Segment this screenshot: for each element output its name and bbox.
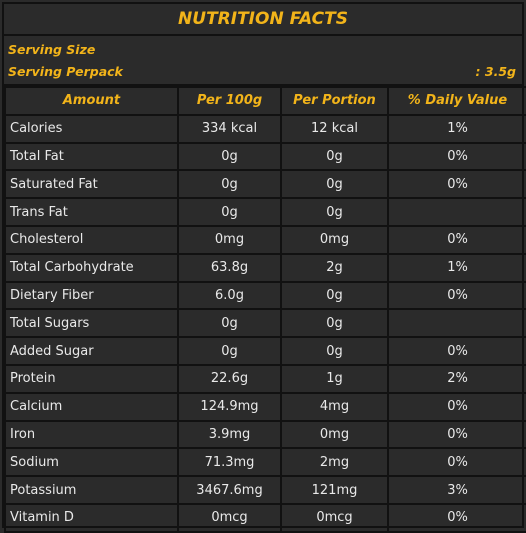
per-100g-value: 0g <box>177 197 282 227</box>
nutrient-name: Dietary Fiber <box>4 280 179 311</box>
per-portion-value: 4mg <box>280 391 389 422</box>
table-row: Sodium 71.3mg 2mg 0% <box>4 447 526 478</box>
per-portion-value: 2mg <box>280 447 389 478</box>
table-row: Dietary Fiber 6.0g 0g 0% <box>4 280 526 311</box>
nutrient-name: Trans Fat <box>4 197 179 227</box>
nutrient-name: Total Sugars <box>4 308 179 339</box>
per-100g-value: 0mg <box>177 224 282 255</box>
nutrient-name: Potassium <box>4 475 179 505</box>
per-100g-value: 0g <box>177 308 282 339</box>
daily-value: 2% <box>387 363 526 394</box>
serving-info: Serving Size Serving Perpack : 3.5g <box>4 36 522 86</box>
per-portion-value: 121mg <box>280 475 389 505</box>
table-body: Calories 334 kcal 12 kcal 1% Total Fat 0g 0g 0%… <box>4 113 526 533</box>
per-portion-value: 0mcg <box>280 502 389 533</box>
per-portion-value: 0mg <box>280 419 389 450</box>
page-title: NUTRITION FACTS <box>4 4 522 36</box>
per-100g-value: 3.9mg <box>177 419 282 450</box>
per-portion-value: 0g <box>280 169 389 200</box>
per-100g-value: 0g <box>177 141 282 172</box>
per-portion-value: 0g <box>280 308 389 339</box>
nutrient-name: Calories <box>4 113 179 144</box>
daily-value: 0% <box>387 391 526 422</box>
table-row: Calories 334 kcal 12 kcal 1% <box>4 113 526 144</box>
per-100g-value: 3467.6mg <box>177 475 282 505</box>
daily-value: 0% <box>387 141 526 172</box>
table-row: Added Sugar 0g 0g 0% <box>4 336 526 366</box>
per-portion-value: 0g <box>280 197 389 227</box>
per-portion-value: 2g <box>280 252 389 283</box>
table-header-row: Amount Per 100g Per Portion % Daily Valu… <box>4 86 526 116</box>
daily-value: 0% <box>387 336 526 366</box>
per-100g-value: 334 kcal <box>177 113 282 144</box>
table-row: Calcium 124.9mg 4mg 0% <box>4 391 526 422</box>
per-100g-value: 63.8g <box>177 252 282 283</box>
daily-value <box>387 197 526 227</box>
table-row: Total Carbohydrate 63.8g 2g 1% <box>4 252 526 283</box>
serving-perpack-value: : 3.5g <box>475 64 516 79</box>
header-per-100g: Per 100g <box>177 86 282 116</box>
nutrient-name: Total Fat <box>4 141 179 172</box>
per-100g-value: 6.0g <box>177 280 282 311</box>
daily-value: 3% <box>387 475 526 505</box>
table-row: Iron 3.9mg 0mg 0% <box>4 419 526 450</box>
daily-value: 1% <box>387 113 526 144</box>
per-portion-value: 0g <box>280 141 389 172</box>
per-100g-value: 0g <box>177 169 282 200</box>
nutrient-name: Saturated Fat <box>4 169 179 200</box>
daily-value: 0% <box>387 502 526 533</box>
header-per-portion: Per Portion <box>280 86 389 116</box>
per-portion-value: 0g <box>280 280 389 311</box>
table-row: Potassium 3467.6mg 121mg 3% <box>4 475 526 505</box>
table-row: Vitamin D 0mcg 0mcg 0% <box>4 502 526 533</box>
per-100g-value: 71.3mg <box>177 447 282 478</box>
daily-value <box>387 308 526 339</box>
daily-value: 0% <box>387 419 526 450</box>
per-portion-value: 0mg <box>280 224 389 255</box>
daily-value: 0% <box>387 169 526 200</box>
nutrition-table: Amount Per 100g Per Portion % Daily Valu… <box>4 86 526 533</box>
serving-size-label: Serving Size <box>8 42 96 57</box>
daily-value: 0% <box>387 447 526 478</box>
per-portion-value: 0g <box>280 336 389 366</box>
daily-value: 0% <box>387 224 526 255</box>
header-amount: Amount <box>4 86 179 116</box>
table-row: Saturated Fat 0g 0g 0% <box>4 169 526 200</box>
table-row: Total Fat 0g 0g 0% <box>4 141 526 172</box>
nutrient-name: Sodium <box>4 447 179 478</box>
table-row: Trans Fat 0g 0g <box>4 197 526 227</box>
table-row: Cholesterol 0mg 0mg 0% <box>4 224 526 255</box>
nutrient-name: Total Carbohydrate <box>4 252 179 283</box>
nutrient-name: Cholesterol <box>4 224 179 255</box>
nutrient-name: Added Sugar <box>4 336 179 366</box>
serving-perpack-label: Serving Perpack <box>8 64 123 79</box>
per-100g-value: 0g <box>177 336 282 366</box>
per-portion-value: 1g <box>280 363 389 394</box>
per-100g-value: 124.9mg <box>177 391 282 422</box>
per-100g-value: 0mcg <box>177 502 282 533</box>
nutrient-name: Vitamin D <box>4 502 179 533</box>
nutrient-name: Calcium <box>4 391 179 422</box>
per-100g-value: 22.6g <box>177 363 282 394</box>
nutrient-name: Iron <box>4 419 179 450</box>
table-row: Protein 22.6g 1g 2% <box>4 363 526 394</box>
daily-value: 0% <box>387 280 526 311</box>
daily-value: 1% <box>387 252 526 283</box>
nutrient-name: Protein <box>4 363 179 394</box>
header-daily-value: % Daily Value <box>387 86 526 116</box>
table-row: Total Sugars 0g 0g <box>4 308 526 339</box>
per-portion-value: 12 kcal <box>280 113 389 144</box>
